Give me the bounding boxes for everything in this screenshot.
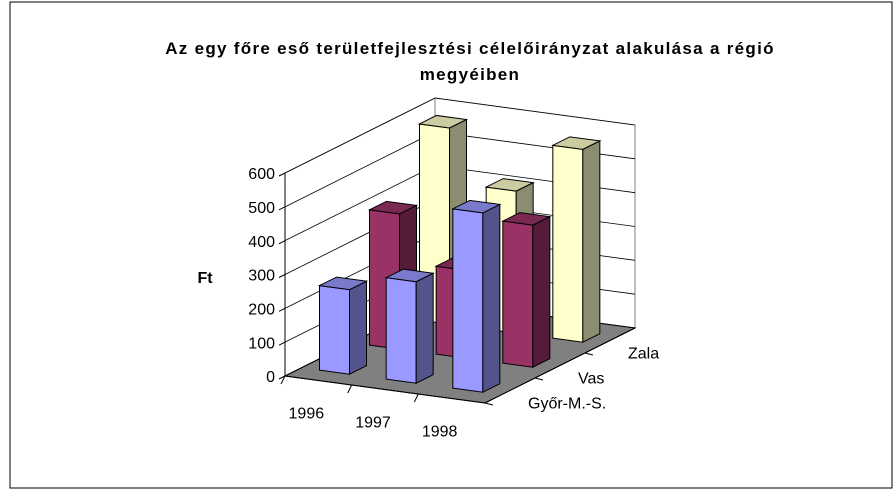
chart-title: Az egy főre eső területfejlesztési célel… [165,39,775,84]
bar-side [532,215,551,369]
bar [317,276,369,376]
x-tick-label: 1997 [355,415,391,432]
bar-top [384,268,435,283]
series-label: Vas [578,371,604,388]
y-tick-label: 400 [248,234,275,251]
x-tick-label: 1996 [289,406,325,423]
bar-top [317,276,369,291]
x-tick [280,375,286,385]
y-tick [278,341,286,346]
y-tick [278,172,286,177]
bar-front [385,277,417,384]
grid-line [284,97,636,174]
series-label: Zala [628,346,659,363]
bar-top [551,136,602,150]
bar-top [501,212,552,226]
bar-front [319,285,350,375]
y-tick-label: 300 [248,268,275,285]
y-tick [278,274,286,278]
bar-side [349,280,367,376]
bar-front [552,144,584,343]
bar-top [417,114,469,129]
bar-front [452,208,484,393]
y-tick [278,240,286,245]
x-tick [347,384,353,394]
bar-top [451,199,502,214]
bar [551,136,602,344]
y-tick [278,375,286,380]
z-tick [584,352,594,356]
bar [501,212,552,369]
z-axis [484,327,636,404]
bar-side [582,140,601,344]
z-tick [534,377,544,381]
x-tick-label: 1998 [422,424,458,441]
z-tick [484,402,494,406]
bar-top [367,200,419,215]
y-tick [278,307,286,312]
bar-front [502,220,534,368]
y-tick-label: 0 [266,369,275,386]
bar [384,268,435,385]
y-tick-label: 100 [248,335,275,352]
y-tick-label: 600 [248,166,275,183]
y-tick-label: 500 [248,200,275,217]
x-axis [284,375,486,404]
bar-top [484,178,535,192]
y-axis-label: Ft [197,270,213,287]
x-tick [413,393,419,403]
y-tick [278,206,286,211]
y-tick-label: 200 [248,302,275,319]
bar-side [415,272,434,385]
chart-frame [9,1,893,489]
bar-side [482,203,501,394]
bar [451,199,502,394]
series-label: Győr-M.-S. [528,396,606,413]
